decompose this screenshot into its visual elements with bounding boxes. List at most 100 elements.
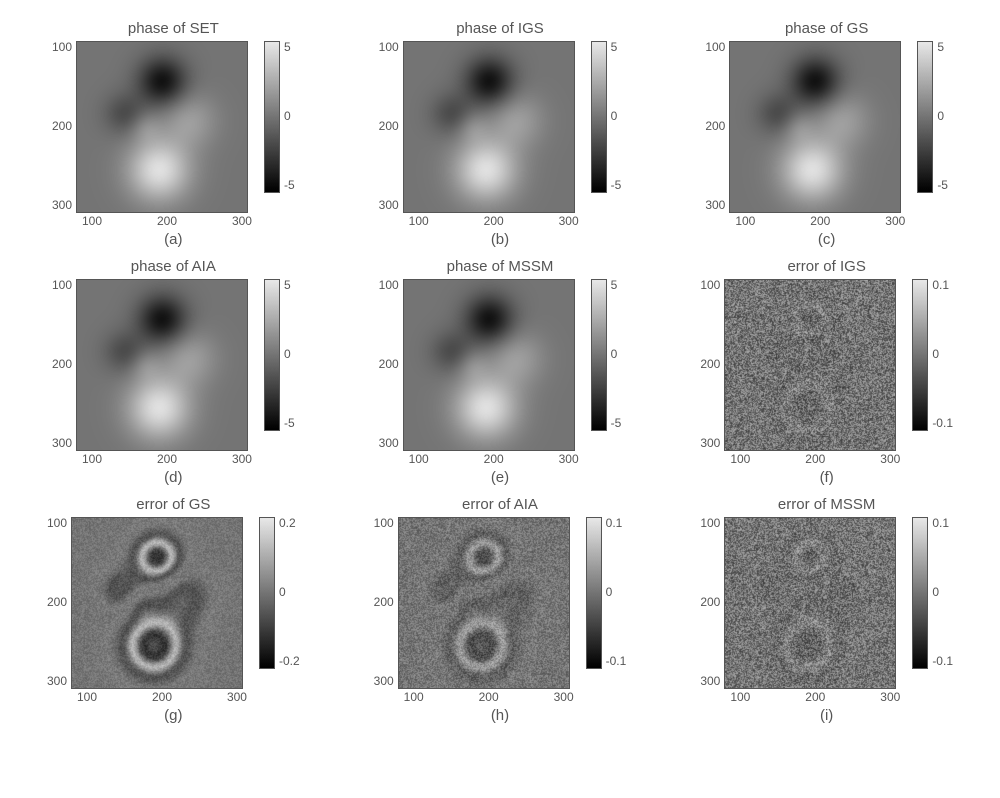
panel-i: error of MSSM1002003001002003000.10-0.1(… bbox=[673, 496, 980, 724]
x-tick: 100 bbox=[82, 215, 102, 227]
plot-row: 1002003001002003000.10-0.1 bbox=[700, 279, 953, 465]
colorbar-labels: 50-5 bbox=[280, 41, 295, 191]
x-axis: 100200300 bbox=[82, 213, 252, 227]
y-tick: 100 bbox=[52, 279, 72, 291]
x-tick: 200 bbox=[479, 691, 499, 703]
x-tick: 200 bbox=[157, 453, 177, 465]
colorbar-tick: 5 bbox=[937, 41, 948, 53]
panel-a: phase of SET10020030010020030050-5(a) bbox=[20, 20, 327, 248]
colorbar: 50-5 bbox=[264, 279, 295, 431]
panel-sublabel: (b) bbox=[491, 231, 509, 248]
panel-d: phase of AIA10020030010020030050-5(d) bbox=[20, 258, 327, 486]
panel-c: phase of GS10020030010020030050-5(c) bbox=[673, 20, 980, 248]
colorbar-tick: -5 bbox=[284, 417, 295, 429]
axis-top: 100 200 300 bbox=[379, 279, 579, 451]
plot-row: 100200300 100200300 5 0 -5 bbox=[379, 41, 622, 227]
x-axis: 100200300 bbox=[730, 689, 900, 703]
x-axis: 100200300 bbox=[730, 451, 900, 465]
colorbar-tick: 0.1 bbox=[932, 279, 953, 291]
colorbar-labels: 0.1 0 -0.1 bbox=[602, 517, 627, 667]
colorbar-tick: -0.1 bbox=[606, 655, 627, 667]
y-tick: 200 bbox=[379, 358, 399, 370]
y-tick: 100 bbox=[379, 279, 399, 291]
x-tick: 300 bbox=[227, 691, 247, 703]
colorbar-tick: 0 bbox=[284, 110, 295, 122]
plot-canvas bbox=[399, 518, 569, 688]
panel-sublabel: (h) bbox=[491, 707, 509, 724]
colorbar-tick: 0 bbox=[606, 586, 627, 598]
panel-sublabel: (e) bbox=[491, 469, 509, 486]
plot-canvas bbox=[725, 280, 895, 450]
plot-row: 10020030010020030050-5 bbox=[379, 279, 622, 465]
y-axis: 100200300 bbox=[379, 41, 403, 211]
colorbar-tick: -5 bbox=[611, 417, 622, 429]
plot-area bbox=[403, 279, 575, 451]
colorbar-labels: 50-5 bbox=[933, 41, 948, 191]
panel-sublabel: (c) bbox=[818, 231, 836, 248]
plot-area bbox=[403, 41, 575, 213]
colorbar-tick: -0.2 bbox=[279, 655, 300, 667]
colorbar-labels: 0.10-0.1 bbox=[928, 279, 953, 429]
plot-row: 1002003001002003000.20-0.2 bbox=[47, 517, 300, 703]
x-tick: 300 bbox=[232, 453, 252, 465]
colorbar-tick: -5 bbox=[284, 179, 295, 191]
y-tick: 300 bbox=[700, 675, 720, 687]
y-tick: 100 bbox=[700, 517, 720, 529]
colorbar-labels: 5 0 -5 bbox=[607, 41, 622, 191]
axis-top: 100200300 bbox=[700, 517, 900, 689]
colorbar: 5 0 -5 bbox=[591, 41, 622, 193]
x-tick: 200 bbox=[810, 215, 830, 227]
colorbar-labels: 0.20-0.2 bbox=[275, 517, 300, 667]
x-tick: 300 bbox=[880, 453, 900, 465]
colorbar-tick: -5 bbox=[611, 179, 622, 191]
axis-top: 100200300 bbox=[52, 279, 252, 451]
panel-title: error of IGS bbox=[787, 258, 865, 275]
panel-title: error of AIA bbox=[462, 496, 538, 513]
plot-canvas bbox=[404, 280, 574, 450]
colorbar-tick: 0 bbox=[279, 586, 300, 598]
x-tick: 300 bbox=[559, 215, 579, 227]
axis-top: 100200300 bbox=[379, 41, 579, 213]
panel-title: error of MSSM bbox=[778, 496, 876, 513]
colorbar: 0.1 0 -0.1 bbox=[586, 517, 627, 669]
panel-sublabel: (f) bbox=[820, 469, 834, 486]
y-tick: 300 bbox=[705, 199, 725, 211]
axis-top: 100200300 bbox=[700, 279, 900, 451]
y-tick: 200 bbox=[52, 358, 72, 370]
panel-e: phase of MSSM10020030010020030050-5(e) bbox=[347, 258, 654, 486]
colorbar: 0.20-0.2 bbox=[259, 517, 300, 669]
colorbar-strip bbox=[264, 279, 280, 431]
plot-area bbox=[724, 517, 896, 689]
panel-title: phase of AIA bbox=[131, 258, 216, 275]
colorbar-tick: 0 bbox=[611, 110, 622, 122]
colorbar-strip bbox=[912, 279, 928, 431]
plot-canvas bbox=[77, 42, 247, 212]
colorbar-strip bbox=[586, 517, 602, 669]
y-tick: 300 bbox=[700, 437, 720, 449]
y-axis: 100200300 bbox=[374, 517, 398, 687]
y-axis: 100200300 bbox=[47, 517, 71, 687]
y-axis: 100200300 bbox=[705, 41, 729, 211]
axis-top: 100200300 bbox=[52, 41, 252, 213]
x-axis: 100200300 bbox=[409, 213, 579, 227]
colorbar-tick: -0.1 bbox=[932, 417, 953, 429]
y-tick: 200 bbox=[700, 358, 720, 370]
y-tick: 100 bbox=[705, 41, 725, 53]
x-tick: 100 bbox=[730, 453, 750, 465]
y-axis: 100 200 300 bbox=[379, 279, 403, 449]
axis-wrap: 100200300 100200300 bbox=[379, 41, 579, 227]
x-tick: 300 bbox=[880, 691, 900, 703]
panel-title: phase of GS bbox=[785, 20, 868, 37]
y-tick: 300 bbox=[379, 437, 399, 449]
y-tick: 300 bbox=[52, 199, 72, 211]
panel-title: error of GS bbox=[136, 496, 210, 513]
y-tick: 100 bbox=[52, 41, 72, 53]
panel-sublabel: (a) bbox=[164, 231, 182, 248]
plot-row: 10020030010020030050-5 bbox=[52, 41, 295, 227]
plot-area bbox=[71, 517, 243, 689]
axis-wrap: 100200300100200300 bbox=[700, 279, 900, 465]
panel-sublabel: (i) bbox=[820, 707, 833, 724]
colorbar-tick: 0 bbox=[611, 348, 622, 360]
colorbar-tick: 0.1 bbox=[606, 517, 627, 529]
colorbar-tick: 5 bbox=[611, 41, 622, 53]
